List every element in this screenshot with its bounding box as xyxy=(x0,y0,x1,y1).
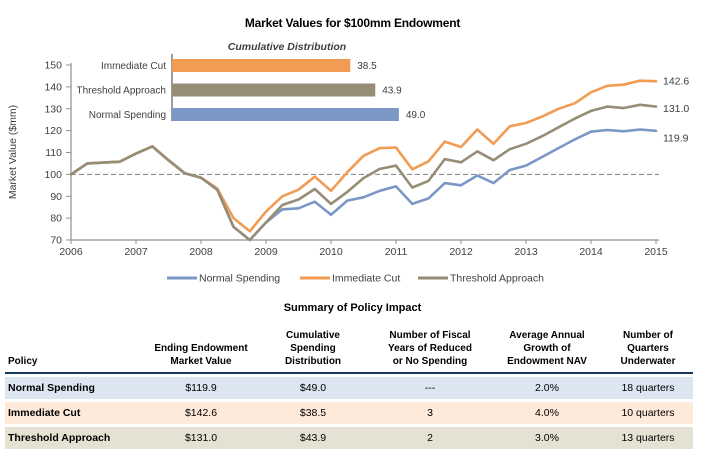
x-tick-label: 2013 xyxy=(514,246,538,258)
table-row: Normal Spending $119.9 $49.0 --- 2.0% 18 quar… xyxy=(5,374,693,399)
market-values-chart: Market Value ($mm) 70 80 90 100 110 120 130 140… xyxy=(7,54,689,285)
x-tick-label: 2011 xyxy=(385,246,408,258)
column-header: Number of Fiscal Years of Reduced or No … xyxy=(369,329,491,374)
y-tick-label: 130 xyxy=(44,103,62,115)
bar-category-label: Immediate Cut xyxy=(101,61,166,72)
summary-title: Summary of Policy Impact xyxy=(283,302,422,314)
x-tick-label: 2009 xyxy=(254,246,278,258)
x-tick-label: 2014 xyxy=(579,246,603,258)
policy-cell: Immediate Cut xyxy=(5,399,145,424)
end-label-threshold-approach: 131.0 xyxy=(663,103,689,115)
x-tick-label: 2008 xyxy=(189,246,213,258)
value-cell: 10 quarters xyxy=(603,399,693,424)
bar-value-label: 43.9 xyxy=(382,86,402,97)
value-cell: $131.0 xyxy=(145,424,257,449)
series-line-threshold-approach xyxy=(69,103,658,242)
y-tick-label: 150 xyxy=(44,60,62,72)
value-cell: $49.0 xyxy=(257,374,369,399)
y-tick-label: 140 xyxy=(44,81,62,93)
table-row: Threshold Approach $131.0 $43.9 2 3.0% 13 qua… xyxy=(5,424,693,449)
bar-threshold-approach xyxy=(172,83,376,97)
value-cell: $38.5 xyxy=(257,399,369,424)
y-axis-label: Market Value ($mm) xyxy=(7,105,19,199)
value-cell: 18 quarters xyxy=(603,374,693,399)
x-tick-label: 2006 xyxy=(59,246,83,258)
bar-category-label: Threshold Approach xyxy=(76,86,166,97)
value-cell: 3 xyxy=(369,399,491,424)
policy-cell: Threshold Approach xyxy=(5,424,145,449)
page-title: Market Values for $100mm Endowment xyxy=(244,16,461,30)
value-cell: --- xyxy=(369,374,491,399)
value-cell: 13 quarters xyxy=(603,424,693,449)
x-tick-label: 2007 xyxy=(124,246,148,258)
x-tick-label: 2015 xyxy=(644,246,668,258)
end-label-immediate-cut: 142.6 xyxy=(663,76,689,88)
y-tick-label: 70 xyxy=(50,235,62,247)
policy-table: Policy Ending Endowment Market Value Cumul… xyxy=(5,329,693,449)
bar-immediate-cut xyxy=(172,59,351,72)
y-tick-label: 80 xyxy=(50,213,62,225)
legend-label: Immediate Cut xyxy=(332,273,400,285)
table-row: Immediate Cut $142.6 $38.5 3 4.0% 10 quarters xyxy=(5,399,693,424)
series-line-normal-spending xyxy=(69,128,658,242)
chart-area: Market Value ($mm) 70 80 90 100 110 120 130 140… xyxy=(7,54,689,285)
y-tick-label: 110 xyxy=(45,147,62,159)
value-cell: $142.6 xyxy=(145,399,257,424)
end-label-normal-spending: 119.9 xyxy=(663,132,689,144)
value-cell: $119.9 xyxy=(145,374,257,399)
column-header: Average Annual Growth of Endowment NAV xyxy=(491,329,603,374)
column-header: Policy xyxy=(5,329,145,374)
legend-label: Threshold Approach xyxy=(450,273,544,285)
value-cell: 2 xyxy=(369,424,491,449)
bar-value-label: 38.5 xyxy=(357,61,377,72)
column-header: Number of Quarters Underwater xyxy=(603,329,693,374)
legend-label: Normal Spending xyxy=(199,273,280,285)
value-cell: 2.0% xyxy=(491,374,603,399)
x-tick-label: 2012 xyxy=(449,246,473,258)
value-cell: $43.9 xyxy=(257,424,369,449)
y-tick-label: 120 xyxy=(44,125,62,137)
y-tick-label: 90 xyxy=(50,191,62,203)
policy-cell: Normal Spending xyxy=(5,374,145,399)
inset-chart-title: Cumulative Distribution xyxy=(227,41,347,53)
value-cell: 3.0% xyxy=(491,424,603,449)
bar-value-label: 49.0 xyxy=(406,110,426,121)
series-line-immediate-cut xyxy=(69,79,658,233)
y-tick-label: 100 xyxy=(44,169,62,181)
bar-category-label: Normal Spending xyxy=(89,110,166,121)
table-header-row: Policy Ending Endowment Market Value Cumul… xyxy=(5,329,693,374)
x-tick-label: 2010 xyxy=(319,246,343,258)
bar-normal-spending xyxy=(172,108,399,121)
column-header: Ending Endowment Market Value xyxy=(145,329,257,374)
value-cell: 4.0% xyxy=(491,399,603,424)
column-header: Cumulative Spending Distribution xyxy=(257,329,369,374)
